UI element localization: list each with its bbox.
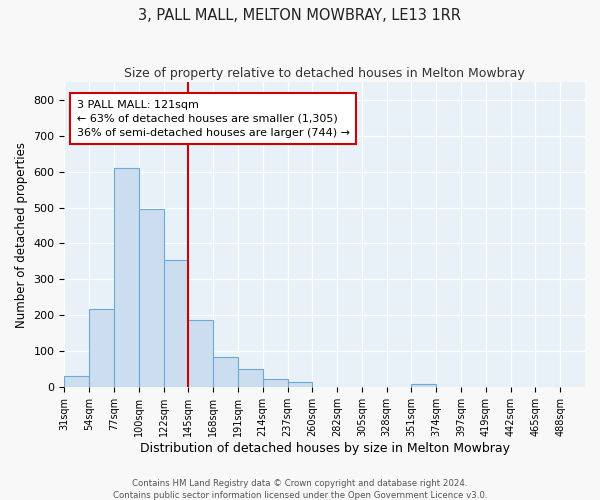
Bar xyxy=(139,208,164,388)
Bar xyxy=(114,168,139,388)
Text: 3, PALL MALL, MELTON MOWBRAY, LE13 1RR: 3, PALL MALL, MELTON MOWBRAY, LE13 1RR xyxy=(139,8,461,22)
Bar xyxy=(164,260,188,388)
Title: Size of property relative to detached houses in Melton Mowbray: Size of property relative to detached ho… xyxy=(124,68,525,80)
Text: 3 PALL MALL: 121sqm
← 63% of detached houses are smaller (1,305)
36% of semi-det: 3 PALL MALL: 121sqm ← 63% of detached ho… xyxy=(77,100,350,138)
Text: Contains HM Land Registry data © Crown copyright and database right 2024.
Contai: Contains HM Land Registry data © Crown c… xyxy=(113,478,487,500)
Bar xyxy=(238,370,263,388)
Bar xyxy=(89,309,114,388)
Bar xyxy=(263,380,287,388)
Bar xyxy=(64,376,89,388)
X-axis label: Distribution of detached houses by size in Melton Mowbray: Distribution of detached houses by size … xyxy=(140,442,510,455)
Bar xyxy=(287,382,313,388)
Y-axis label: Number of detached properties: Number of detached properties xyxy=(15,142,28,328)
Bar xyxy=(213,358,238,388)
Bar xyxy=(188,320,213,388)
Bar xyxy=(412,384,436,388)
